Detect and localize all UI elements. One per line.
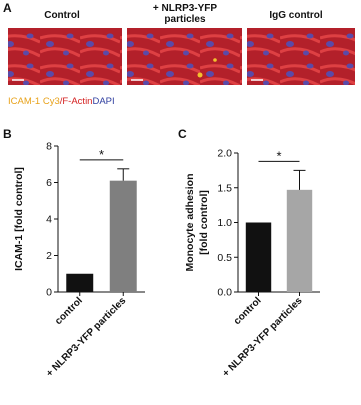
bar bbox=[109, 180, 137, 292]
x-tick-label: control bbox=[232, 295, 264, 327]
stain-legend: ICAM-1 Cy3/F-ActinDAPI bbox=[8, 96, 115, 107]
y-tick-label: 6 bbox=[46, 177, 52, 189]
particle bbox=[197, 72, 203, 78]
panel-letter: B bbox=[3, 127, 12, 141]
bar bbox=[245, 222, 272, 292]
y-tick-label: 0.0 bbox=[217, 287, 232, 299]
x-tick-label: + NLRP3-YFP particles bbox=[221, 295, 305, 379]
particle bbox=[213, 58, 217, 62]
significance-label: * bbox=[276, 148, 281, 163]
y-axis-label: [fold control] bbox=[198, 190, 210, 255]
stain: /F-Actin bbox=[60, 96, 93, 107]
image-label: Control bbox=[44, 10, 80, 21]
y-tick-label: 4 bbox=[46, 214, 52, 226]
significance-label: * bbox=[99, 147, 104, 162]
micrograph bbox=[8, 28, 122, 85]
y-tick-label: 1.5 bbox=[217, 182, 232, 194]
x-tick-label: + NLRP3-YFP particles bbox=[44, 295, 128, 379]
y-axis-label: Monocyte adhesion bbox=[184, 173, 196, 271]
y-tick-label: 2 bbox=[46, 250, 52, 262]
stain: DAPI bbox=[92, 96, 114, 107]
stain: ICAM-1 Cy3 bbox=[8, 96, 60, 107]
panel-letter: C bbox=[178, 127, 187, 141]
bar bbox=[66, 273, 94, 292]
y-axis-label: ICAM-1 [fold control] bbox=[13, 167, 25, 271]
y-tick-label: 0 bbox=[46, 287, 52, 299]
micrograph bbox=[247, 28, 355, 85]
y-tick-label: 8 bbox=[46, 141, 52, 153]
micrograph bbox=[127, 28, 242, 85]
y-tick-label: 2.0 bbox=[217, 148, 232, 160]
panel-letter: A bbox=[3, 1, 12, 15]
y-tick-label: 0.5 bbox=[217, 252, 232, 264]
bar bbox=[286, 189, 313, 292]
image-label: + NLRP3-YFP particles bbox=[153, 3, 218, 25]
y-tick-label: 1.0 bbox=[217, 217, 232, 229]
x-tick-label: control bbox=[53, 295, 85, 327]
image-label: IgG control bbox=[269, 10, 323, 21]
